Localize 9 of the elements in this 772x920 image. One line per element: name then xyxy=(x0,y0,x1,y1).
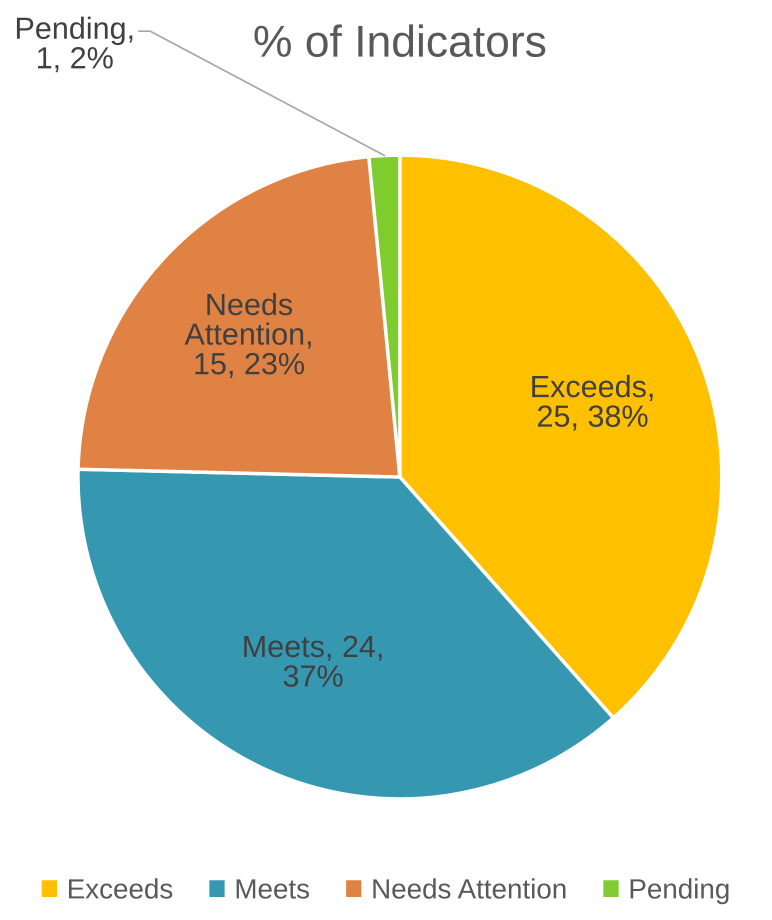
data-label: Needs Attention, 15, 23% xyxy=(184,292,311,378)
data-label: Meets, 24, 37% xyxy=(244,636,382,687)
legend-label: Pending xyxy=(630,878,728,904)
chart-title: % of Indicators xyxy=(254,24,546,58)
data-label: Exceeds, 25, 38% xyxy=(532,374,653,431)
legend-label: Meets xyxy=(236,879,310,899)
legend-label: Exceeds xyxy=(68,878,172,899)
data-label: Pending, 1, 2% xyxy=(16,16,132,72)
legend-label: Needs Attention xyxy=(373,878,566,899)
